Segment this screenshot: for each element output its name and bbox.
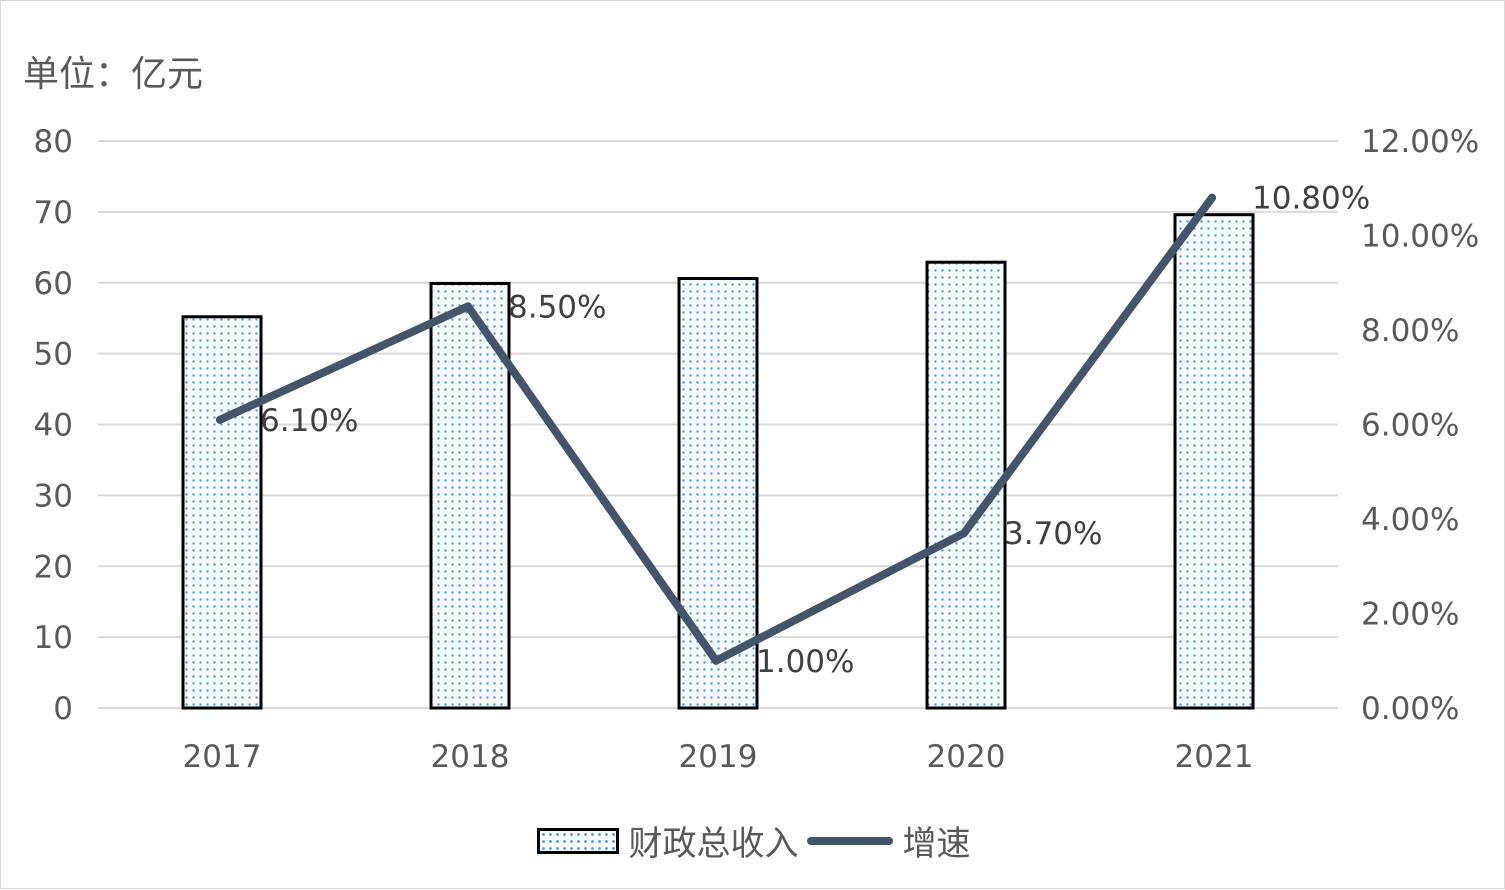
- bar: [1173, 213, 1255, 710]
- legend-label-revenue: 财政总收入: [628, 824, 799, 864]
- growth-point: [960, 529, 968, 538]
- growth-data-label: 6.10%: [260, 403, 358, 439]
- y-right-tick-label: 8.00%: [1361, 313, 1459, 349]
- y-right-tick-label: 10.00%: [1361, 219, 1479, 255]
- x-tick-label: 2020: [927, 739, 1006, 775]
- legend-item-revenue: 财政总收入: [536, 816, 799, 865]
- bar: [677, 276, 759, 710]
- y-left-tick-label: 40: [34, 408, 73, 444]
- bar: [429, 281, 511, 710]
- legend-item-growth: 增速: [799, 816, 971, 865]
- unit-label: 单位：亿元: [23, 54, 204, 95]
- y-right-tick-label: 4.00%: [1361, 502, 1459, 538]
- growth-data-label: 10.80%: [1252, 181, 1370, 217]
- y-left-tick-label: 20: [34, 549, 73, 585]
- y-right-tick-label: 2.00%: [1361, 597, 1459, 633]
- growth-point: [1208, 193, 1216, 202]
- x-tick-label: 2018: [431, 739, 510, 775]
- growth-point: [464, 302, 472, 311]
- y-left-tick-label: 0: [53, 691, 73, 727]
- x-tick-label: 2021: [1175, 739, 1254, 775]
- y-left-tick-label: 30: [34, 478, 73, 514]
- growth-data-label: 3.70%: [1004, 516, 1102, 552]
- legend-swatch-bar: [536, 827, 619, 854]
- y-left-tick-label: 70: [34, 195, 73, 231]
- bar: [925, 260, 1007, 710]
- x-tick-label: 2017: [183, 739, 262, 775]
- y-left-tick-label: 80: [34, 124, 73, 160]
- legend-swatch-line: [806, 836, 893, 845]
- legend: 财政总收入 增速: [1, 816, 1505, 865]
- y-left-tick-label: 10: [34, 620, 73, 656]
- growth-data-label: 1.00%: [756, 644, 854, 680]
- growth-point: [216, 415, 224, 424]
- y-right-tick-label: 12.00%: [1361, 124, 1479, 160]
- y-left-tick-label: 50: [34, 337, 73, 373]
- legend-label-growth: 增速: [902, 824, 971, 864]
- x-tick-label: 2019: [679, 739, 758, 775]
- growth-point: [712, 656, 720, 665]
- y-right-tick-label: 0.00%: [1361, 691, 1459, 727]
- y-left-tick-label: 60: [34, 266, 73, 302]
- y-right-tick-label: 6.00%: [1361, 408, 1459, 444]
- growth-data-label: 8.50%: [508, 289, 606, 325]
- bar: [181, 315, 263, 710]
